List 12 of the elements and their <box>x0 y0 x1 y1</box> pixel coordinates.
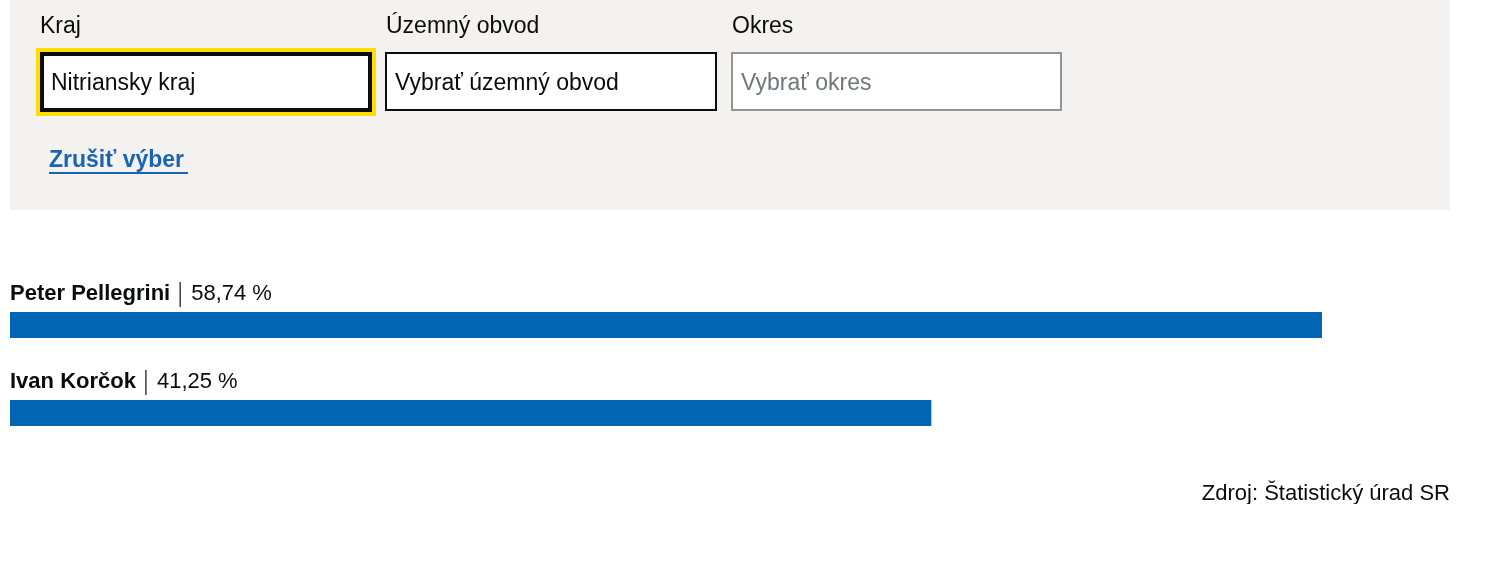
text: Kraj <box>40 12 81 38</box>
data-label: 41,25 % <box>156 368 238 393</box>
text: Nitriansky kraj <box>51 69 196 95</box>
data-label: 58,74 % <box>191 280 272 305</box>
y-tick-label: Peter Pellegrini <box>10 280 171 305</box>
text: Okres <box>732 12 794 38</box>
text: Vybrať okres <box>741 69 872 95</box>
text: Vybrať územný obvod <box>395 69 619 95</box>
text: Zdroj: Štatistický úrad SR <box>1201 480 1450 505</box>
text: Zrušiť výber <box>49 146 185 172</box>
text: Územný obvod <box>386 12 540 38</box>
y-tick-label: Ivan Korčok <box>10 368 137 393</box>
